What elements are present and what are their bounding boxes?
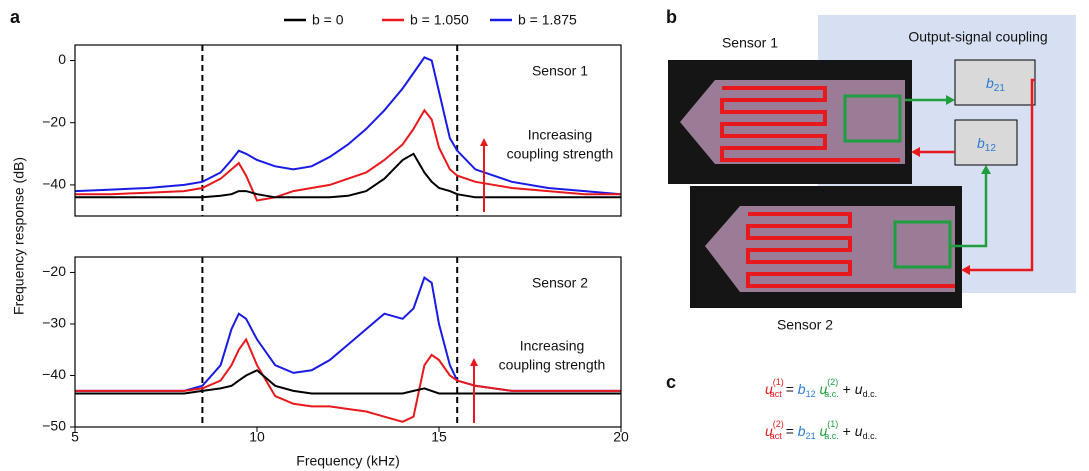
legend-label: b = 1.050 xyxy=(410,12,469,28)
equation-sub: 12 xyxy=(806,389,816,399)
arrowhead xyxy=(961,265,970,275)
y-tick-label: −40 xyxy=(42,366,66,382)
x-tick-label: 20 xyxy=(613,429,629,445)
diagram-title: Output-signal coupling xyxy=(908,29,1047,45)
y-tick-label: −20 xyxy=(42,263,66,279)
equation-term: + xyxy=(839,423,855,439)
series-line xyxy=(75,56,621,196)
legend-label: b = 1.875 xyxy=(518,12,577,28)
equation-sub: d.c. xyxy=(863,431,878,441)
y-tick-label: −20 xyxy=(42,113,66,129)
annotation: coupling strength xyxy=(499,357,606,373)
sensor-electrode xyxy=(893,220,952,269)
line-chart: −40 −20 0 Sensor 1 Increasing coupling streng… xyxy=(11,44,622,315)
gain-box xyxy=(954,59,1036,106)
x-tick-label: 5 xyxy=(71,429,79,445)
y-tick-label: −50 xyxy=(42,418,66,434)
arrow xyxy=(950,172,988,248)
arrowhead xyxy=(946,95,955,105)
equation-term: u xyxy=(816,381,828,397)
series-line xyxy=(75,152,621,199)
equation-term: = xyxy=(782,381,798,397)
series-line xyxy=(75,337,621,423)
arrowhead xyxy=(981,165,991,174)
panel-label: a xyxy=(10,7,21,27)
y-axis-label: Frequency response (dB) xyxy=(11,157,27,315)
equation-sub: act xyxy=(770,389,783,399)
series-line xyxy=(75,369,621,395)
annotation: Increasing xyxy=(528,127,593,143)
sensor-label: Sensor 1 xyxy=(722,35,778,51)
gain-label: b12 xyxy=(977,135,996,154)
equation-term: u xyxy=(765,423,773,439)
arrowhead xyxy=(911,147,920,157)
equation-term: b xyxy=(798,381,806,397)
sensor-electrode xyxy=(843,94,902,143)
gain-subscript: 21 xyxy=(994,83,1006,94)
equation-sup: (1) xyxy=(827,419,838,429)
equation-sub: act xyxy=(770,431,783,441)
panel-label: b xyxy=(666,7,677,27)
plot-frame xyxy=(74,44,622,217)
heater-meander xyxy=(746,212,955,288)
annotation-arrowhead xyxy=(470,358,478,366)
equation-term: u xyxy=(765,381,773,397)
equation-term: = xyxy=(782,423,798,439)
plot-frame xyxy=(74,256,622,428)
gain-box xyxy=(954,119,1018,166)
x-tick-label: 10 xyxy=(249,429,265,445)
equation-sub: d.c. xyxy=(863,389,878,399)
chart-title: Sensor 2 xyxy=(532,275,588,291)
equation-term: + xyxy=(839,381,855,397)
gain-symbol: b xyxy=(977,135,985,151)
equation: u(1) act = b12 u(2) a.c. + ud.c. xyxy=(765,377,877,399)
annotation: Increasing xyxy=(520,338,585,354)
panel-label: c xyxy=(666,372,676,392)
equation-sub: a.c. xyxy=(824,431,839,441)
gain-subscript: 12 xyxy=(985,143,997,154)
equation-term: b xyxy=(798,423,806,439)
equation-term: u xyxy=(816,423,828,439)
equation-term: u xyxy=(855,423,863,439)
annotation: coupling strength xyxy=(507,146,614,162)
equation-sup: (1) xyxy=(773,377,784,387)
equation-sub: 21 xyxy=(806,431,816,441)
annotation-arrowhead xyxy=(480,138,488,146)
y-tick-label: −30 xyxy=(42,315,66,331)
x-axis-label: Frequency (kHz) xyxy=(296,453,399,469)
gain-label: b21 xyxy=(986,75,1005,94)
heater-meander xyxy=(720,86,900,162)
equation-term: u xyxy=(855,381,863,397)
gain-symbol: b xyxy=(986,75,994,91)
arrow xyxy=(968,78,1035,272)
series-line xyxy=(75,108,621,202)
equation-sub: a.c. xyxy=(824,389,839,399)
x-tick-label: 15 xyxy=(431,429,447,445)
chart-title: Sensor 1 xyxy=(532,63,588,79)
line-chart: −50 −40 −30 −20 5 10 15 20 Sensor 2 Increasing cou… xyxy=(42,256,629,469)
equation-sup: (2) xyxy=(773,419,784,429)
sensor-label: Sensor 2 xyxy=(777,317,833,333)
equation-sup: (2) xyxy=(827,377,838,387)
y-tick-label: 0 xyxy=(58,51,66,67)
equation: u(2) act = b21 u(1) a.c. + ud.c. xyxy=(765,419,877,441)
series-line xyxy=(75,276,621,392)
diagram: Output-signal coupling Sensor 1 Sensor 2… xyxy=(668,15,1076,333)
legend-label: b = 0 xyxy=(312,12,344,28)
y-tick-label: −40 xyxy=(42,176,66,192)
